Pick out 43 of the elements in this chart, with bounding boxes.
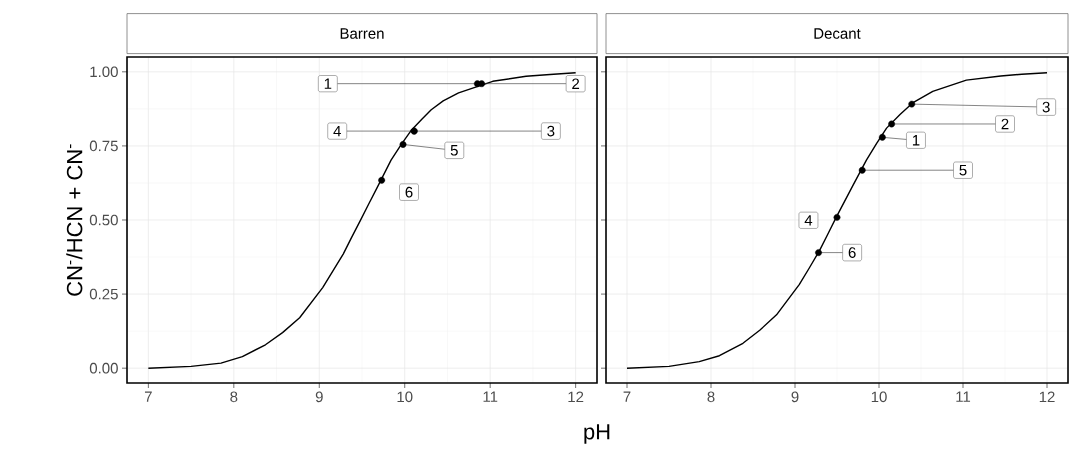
x-tick-label: 7 xyxy=(144,391,152,402)
y-tick-label: 0.00 xyxy=(89,362,118,374)
point xyxy=(399,141,407,148)
annotation: 4 xyxy=(333,125,341,137)
x-tick-label: 7 xyxy=(623,391,631,402)
point xyxy=(478,80,486,88)
y-axis-title: CN$^{-}$/HCN + CN$^{-}$ xyxy=(66,144,83,296)
point xyxy=(908,100,916,108)
point xyxy=(378,176,386,184)
x-tick-label: 9 xyxy=(791,391,799,403)
x-tick-label: 11 xyxy=(483,391,498,402)
x-tick-label: 9 xyxy=(315,391,323,403)
x-tick-label: 12 xyxy=(568,391,584,403)
x-tick-label: 12 xyxy=(1039,391,1055,403)
point xyxy=(878,133,886,141)
point xyxy=(858,166,866,174)
x-axis-title: pH xyxy=(584,424,610,444)
annotation: 4 xyxy=(804,215,813,226)
annotation: 5 xyxy=(959,164,967,176)
chart-title: Barren xyxy=(340,28,384,39)
x-tick-label: 10 xyxy=(397,391,413,403)
annotation: 1 xyxy=(912,135,920,146)
annotation: 5 xyxy=(450,145,458,156)
annotation: 2 xyxy=(572,78,580,89)
annotation: 6 xyxy=(848,247,856,258)
point xyxy=(888,120,896,128)
point xyxy=(833,213,841,221)
y-tick-label: 0.50 xyxy=(89,214,118,226)
x-tick-label: 8 xyxy=(707,391,715,403)
annotation: 1 xyxy=(324,78,332,89)
point xyxy=(815,249,822,256)
annotation: 2 xyxy=(1001,118,1009,130)
y-tick-label: 0.75 xyxy=(89,140,118,152)
annotation: 6 xyxy=(405,186,413,198)
x-tick-label: 10 xyxy=(871,391,887,403)
chart-title: Decant xyxy=(814,28,861,39)
x-tick-label: 8 xyxy=(230,391,238,403)
annotation: 3 xyxy=(1042,101,1050,113)
line-series xyxy=(147,72,577,369)
y-tick-label: 0.25 xyxy=(89,288,118,300)
x-tick-label: 11 xyxy=(956,391,971,402)
annotation: 3 xyxy=(547,125,555,137)
y-tick-label: 1.00 xyxy=(90,66,118,78)
